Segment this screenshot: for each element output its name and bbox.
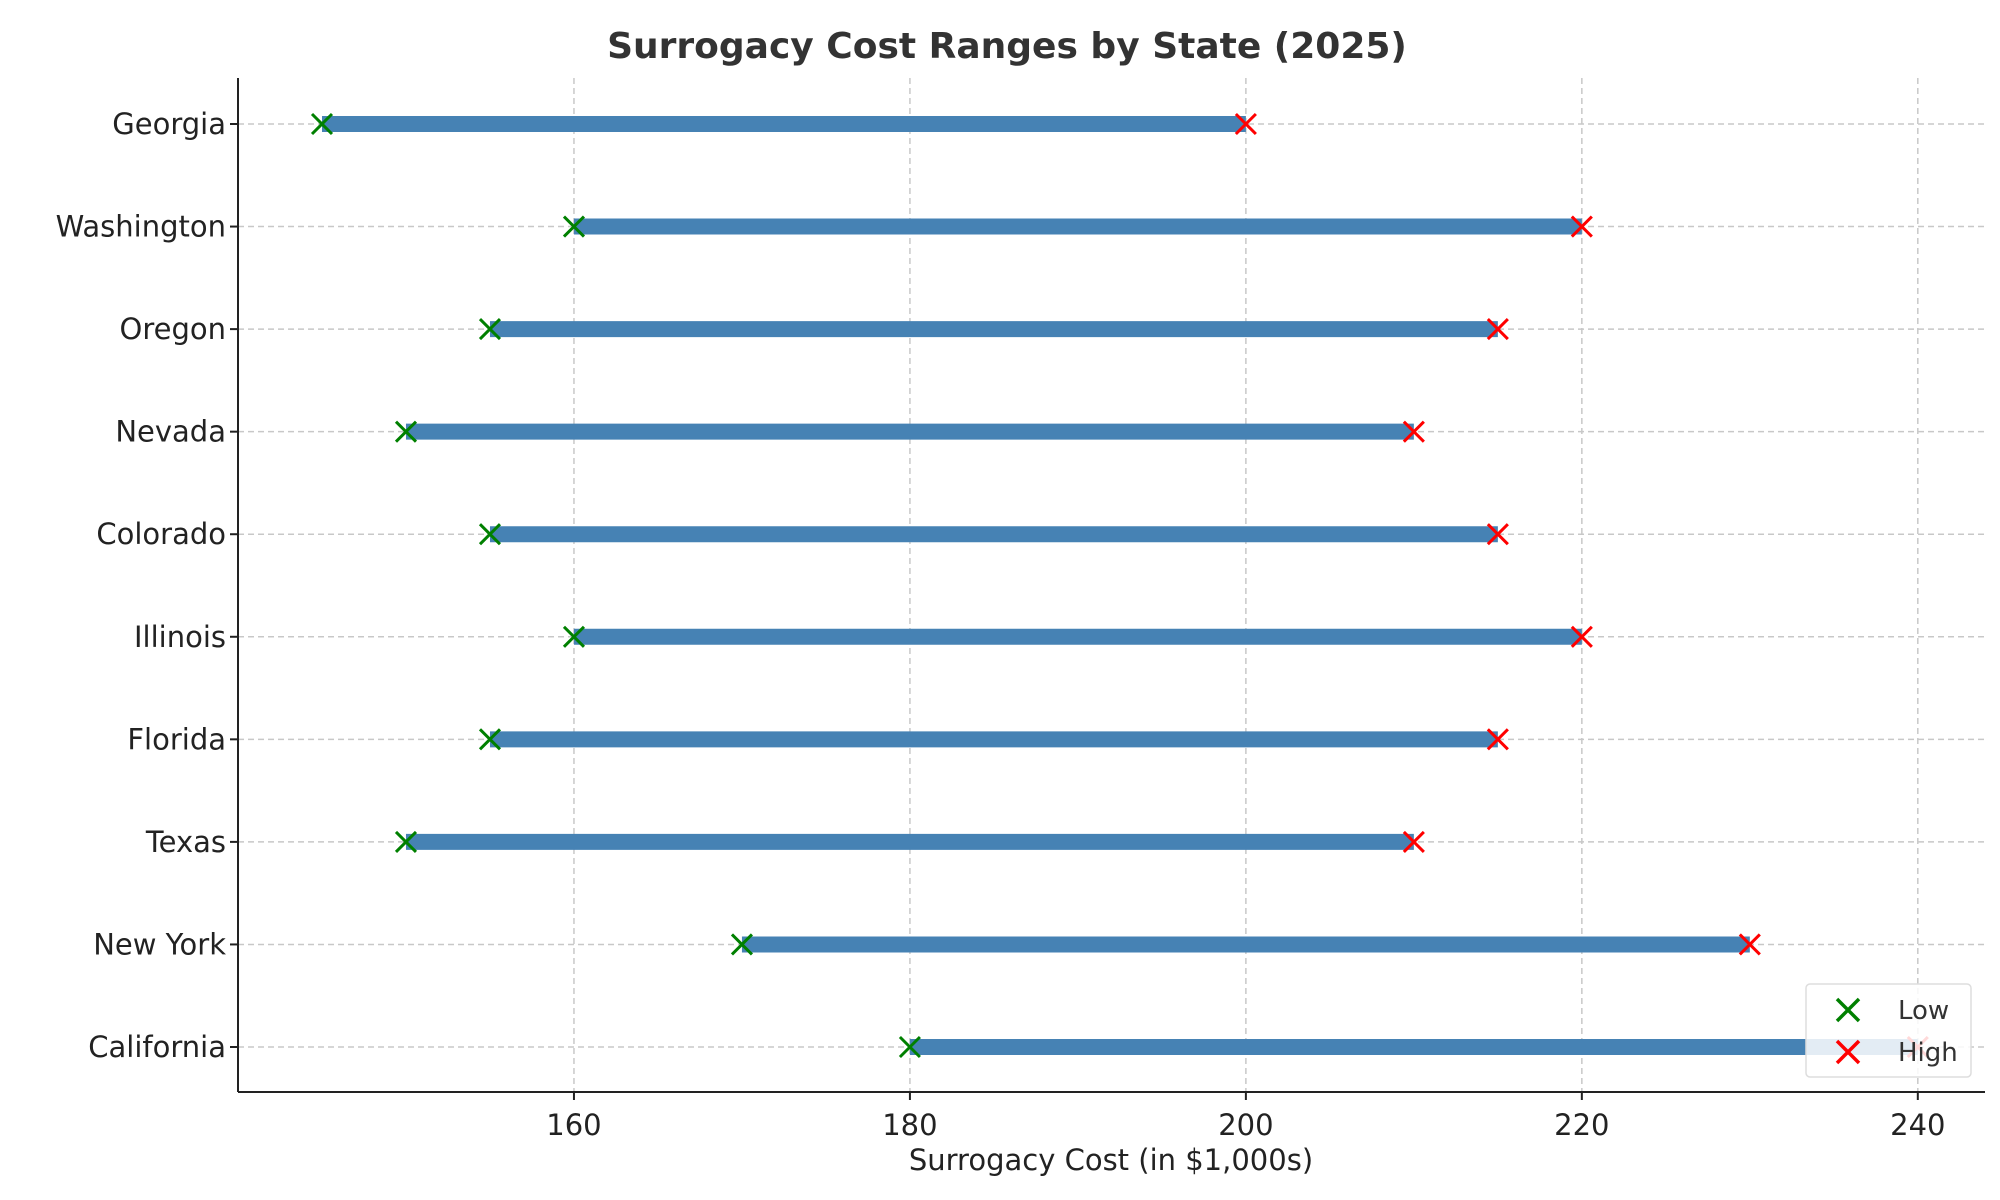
y-tick-label: California [88,1030,226,1064]
legend-label: High [1898,1038,1958,1068]
y-tick-label: Florida [127,722,226,756]
low-marker [898,1035,921,1059]
legend-marker [1835,1039,1861,1065]
low-marker [730,933,754,956]
x-tick-labels: 160 180 200 220 240 [546,1092,1945,1142]
low-marker [478,728,502,751]
high-marker [1570,215,1593,238]
y-tick-label: Georgia [112,107,226,141]
high-marker [1486,728,1509,751]
x-tick-label: 200 [1218,1108,1273,1142]
range-markers [310,112,1929,1059]
x-tick-label: 240 [1890,1108,1945,1142]
y-gridlines [238,123,1985,1048]
y-tick-label: Illinois [134,620,226,654]
low-marker [310,112,334,136]
legend-label: Low [1898,996,1949,1026]
y-tick-labels: California New York Texas Florida Illinois Co… [56,107,238,1064]
x-tick-label: 220 [1554,1108,1609,1142]
legend-marker [1835,997,1861,1023]
low-marker [562,625,586,648]
low-marker [478,523,502,546]
high-marker [1486,523,1509,546]
y-tick-label: New York [93,927,226,961]
x-axis-label: Surrogacy Cost (in $1,000s) [909,1143,1313,1177]
y-tick-label: Nevada [115,415,226,449]
high-marker [1402,420,1425,443]
high-marker [1738,933,1761,956]
high-marker [1234,112,1257,136]
y-tick-label: Oregon [120,312,226,346]
chart-title: Surrogacy Cost Ranges by State (2025) [607,26,1407,67]
y-tick-label: Washington [56,210,226,244]
low-marker [478,318,502,341]
x-gridlines [573,78,1919,1092]
x-tick-label: 180 [882,1108,937,1142]
x-tick-label: 160 [546,1108,601,1142]
legend: Low High [1805,983,1972,1078]
high-marker [1486,318,1509,341]
low-marker [562,215,586,238]
high-marker [1570,625,1593,648]
low-marker [394,830,418,853]
y-tick-label: Colorado [96,517,226,551]
low-marker [394,420,418,443]
high-marker [1402,830,1425,853]
range-bars [321,116,1918,1055]
y-tick-label: Texas [145,825,226,859]
